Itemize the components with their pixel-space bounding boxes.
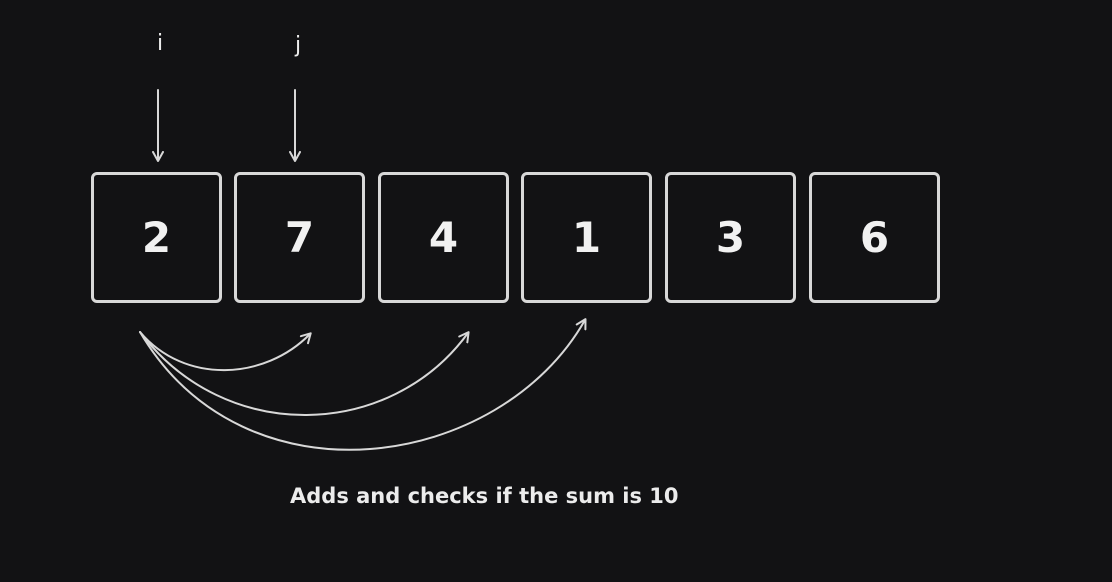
array-value-0: 2 bbox=[141, 213, 172, 262]
pointer-label-j: j bbox=[294, 33, 302, 58]
array-value-4: 3 bbox=[715, 213, 746, 262]
compare-arrow-to-index-3 bbox=[139, 318, 587, 451]
array-value-1: 7 bbox=[284, 213, 315, 262]
array-cell-3: 1 bbox=[521, 172, 652, 303]
compare-arrow-to-index-1 bbox=[139, 331, 312, 372]
array-value-3: 1 bbox=[571, 213, 602, 262]
diagram-caption: Adds and checks if the sum is 10 bbox=[290, 484, 679, 508]
array-cell-1: 7 bbox=[234, 172, 365, 303]
array-cell-0: 2 bbox=[91, 172, 222, 303]
compare-arrow-to-index-2 bbox=[139, 331, 470, 416]
array-cell-2: 4 bbox=[378, 172, 509, 303]
array-cell-5: 6 bbox=[809, 172, 940, 303]
array-cell-4: 3 bbox=[665, 172, 796, 303]
array-value-5: 6 bbox=[859, 213, 890, 262]
pointer-label-i: i bbox=[156, 31, 164, 56]
array-value-2: 4 bbox=[428, 213, 459, 262]
